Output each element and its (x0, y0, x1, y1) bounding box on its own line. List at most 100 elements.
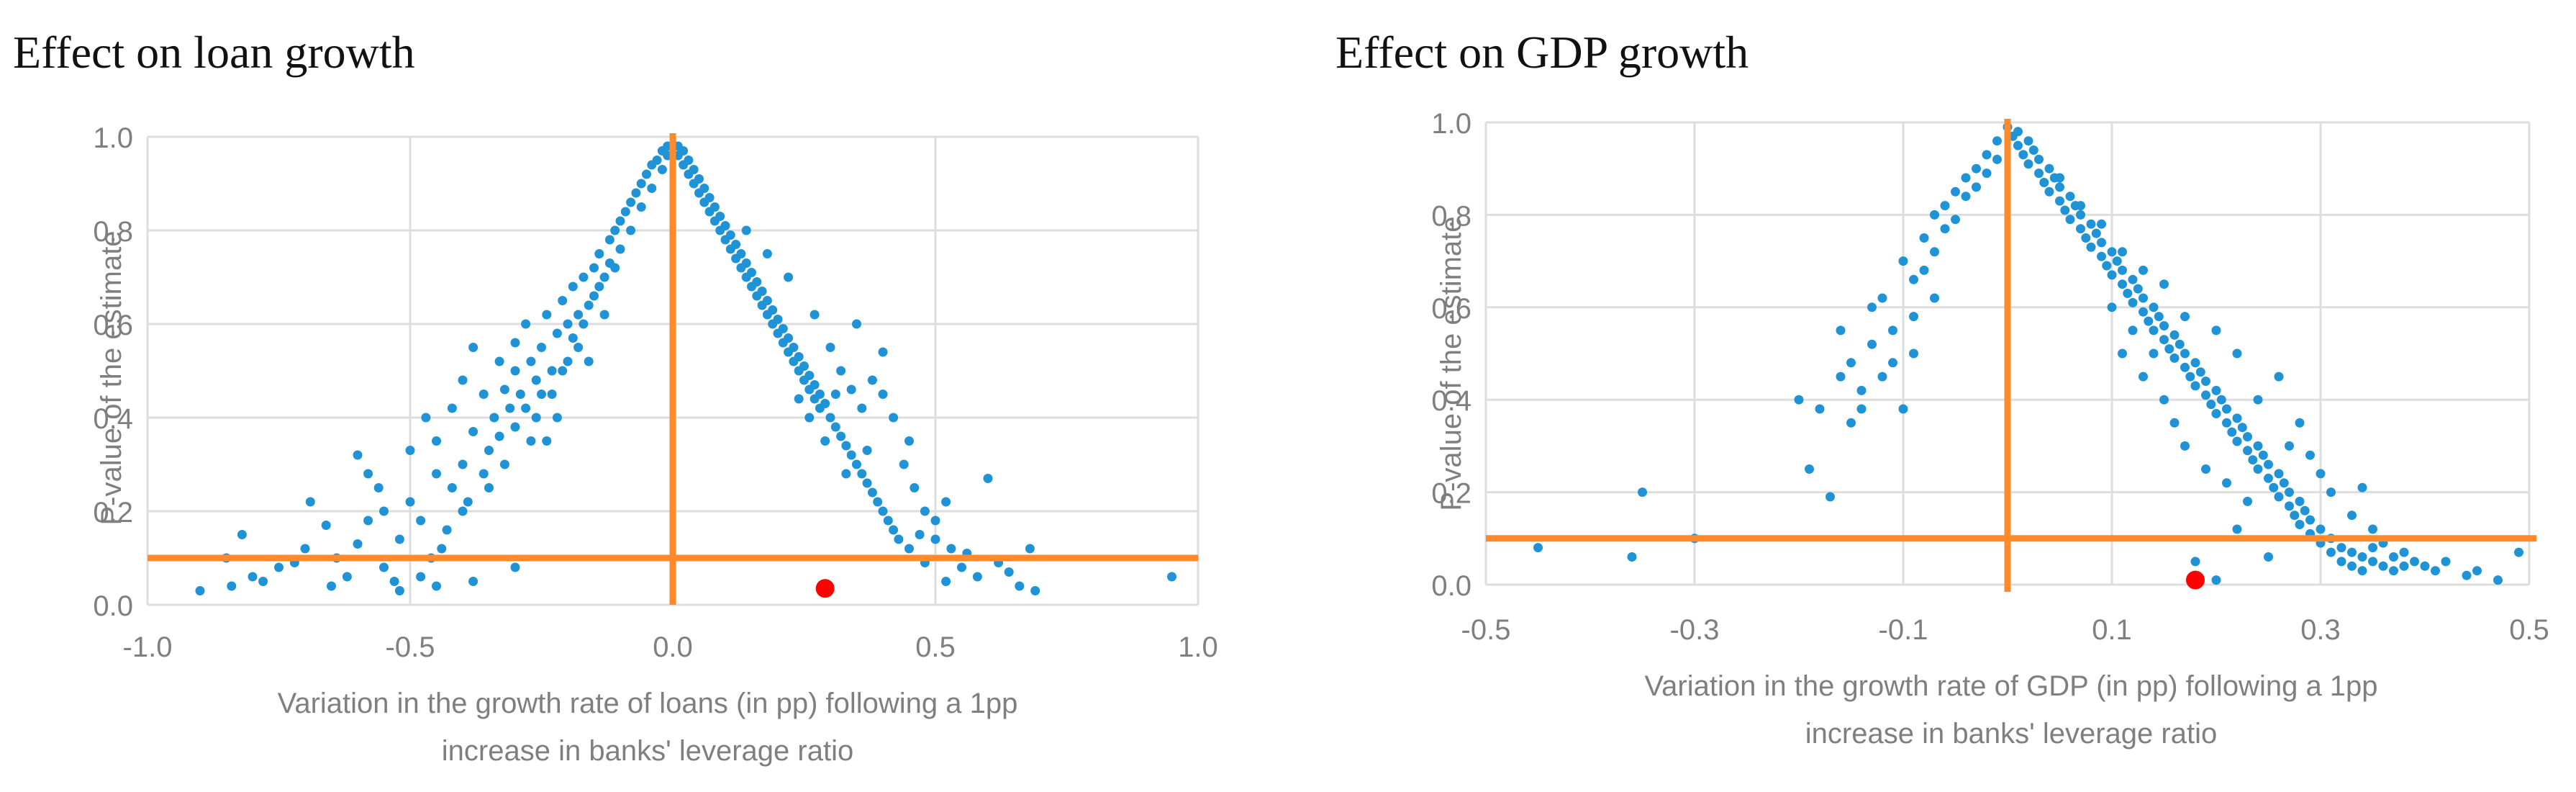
loan-data-point (736, 249, 746, 258)
loan-data-point (526, 436, 536, 446)
gdp-data-point (2378, 561, 2388, 571)
gdp-data-point (2227, 427, 2237, 437)
loan-data-point (379, 562, 389, 572)
gdp-data-point (1909, 274, 1918, 284)
gdp-data-point (2243, 496, 2252, 506)
gdp-data-point (2013, 140, 2023, 150)
gdp-data-point (2174, 339, 2185, 349)
gdp-data-point (2316, 469, 2326, 479)
loan-data-point (704, 193, 715, 202)
gdp-data-point (2013, 127, 2023, 137)
loan-data-point (405, 446, 415, 455)
loan-x-tick-label: 1.0 (1178, 631, 1218, 663)
gdp-data-point (2201, 377, 2210, 386)
loan-data-point (972, 572, 982, 582)
loan-data-point (499, 384, 509, 395)
gdp-data-point (2180, 362, 2190, 372)
loan-data-point (857, 403, 867, 413)
loan-data-point (405, 497, 415, 507)
gdp-data-point (2232, 413, 2242, 423)
loan-data-point (862, 478, 872, 488)
gdp-data-point (2472, 566, 2482, 576)
loan-data-point (752, 277, 762, 287)
gdp-data-point (2232, 436, 2242, 446)
gdp-data-point (2149, 348, 2159, 359)
gdp-highlight-point (2186, 570, 2205, 590)
loan-data-point (484, 446, 494, 455)
gdp-data-point (2295, 418, 2305, 428)
gdp-data-point (1961, 173, 1971, 183)
gdp-data-point (2279, 478, 2289, 488)
loan-x-axis-label: Variation in the growth rate of loans (i… (278, 688, 1018, 767)
loan-data-point (458, 459, 468, 469)
loan-data-point (689, 165, 699, 174)
gdp-data-point (1951, 215, 1960, 225)
loan-data-point (589, 263, 599, 273)
loan-data-point (321, 521, 331, 530)
loan-data-point (447, 483, 457, 492)
loan-y-axis-label: P-value of the estimate (96, 230, 127, 525)
loan-data-point (762, 249, 772, 258)
loan-data-point (248, 572, 258, 582)
gdp-data-point (1961, 192, 1971, 202)
gdp-x-tick-label: -0.1 (1879, 614, 1928, 646)
gdp-data-point (1826, 492, 1835, 502)
gdp-data-point (2389, 566, 2398, 576)
gdp-data-point (2076, 224, 2085, 234)
loan-data-point (573, 343, 584, 352)
loan-data-point (741, 225, 751, 235)
loan-data-point (468, 577, 479, 586)
gdp-data-point (2086, 219, 2096, 229)
gdp-data-point (2462, 570, 2472, 580)
gdp-data-point (2410, 557, 2419, 567)
gdp-data-point (2274, 492, 2284, 502)
gdp-y-tick-labels: 0.0 0.2 0.4 0.6 0.8 1.0 (1431, 108, 1471, 602)
gdp-data-point (2159, 321, 2169, 330)
gdp-data-point (2274, 372, 2284, 382)
loan-x-axis-label-line: increase in banks' leverage ratio (442, 735, 853, 767)
loan-data-point (809, 310, 820, 320)
gdp-x-tick-label: -0.5 (1461, 614, 1511, 646)
gdp-data-point (2368, 524, 2377, 534)
gdp-data-point (2097, 238, 2106, 248)
gdp-data-point (2326, 487, 2336, 498)
gdp-data-point (1982, 150, 1992, 160)
loan-data-point (725, 230, 735, 240)
gdp-data-point (2180, 312, 2190, 322)
loan-data-point (762, 296, 772, 305)
gdp-data-point (2222, 404, 2231, 414)
gdp-data-point (2232, 524, 2242, 534)
loan-data-point (830, 422, 840, 432)
gdp-data-point (2248, 455, 2258, 465)
loan-data-point (342, 572, 352, 582)
loan-data-point (547, 390, 557, 399)
loan-scatter-points (195, 141, 1176, 595)
gdp-data-point (2139, 307, 2148, 317)
gdp-data-point (1627, 552, 1637, 562)
gdp-y-tick-label: 0.0 (1431, 570, 1471, 602)
gdp-data-point (2118, 247, 2127, 257)
loan-data-point (873, 497, 883, 507)
loan-data-point (794, 352, 804, 361)
gdp-data-point (1856, 404, 1867, 414)
gdp-data-point (1533, 543, 1543, 553)
loan-x-tick-label: 0.5 (915, 631, 956, 663)
loan-data-point (867, 375, 877, 385)
loan-data-point (862, 446, 872, 455)
loan-data-point (694, 174, 704, 184)
gdp-chart-title: Effect on GDP growth (1335, 27, 1749, 78)
loan-data-point (579, 319, 589, 329)
loan-data-point (652, 156, 662, 165)
gdp-data-point (1638, 487, 1647, 498)
loan-data-point (421, 413, 431, 423)
gdp-x-tick-label: -0.3 (1670, 614, 1720, 646)
gdp-scatter-points (1533, 122, 2523, 585)
loan-data-point (941, 497, 951, 507)
gdp-data-point (1856, 385, 1867, 395)
loan-data-point (731, 240, 741, 249)
loan-highlight-point (815, 579, 835, 598)
gdp-data-point (2149, 325, 2159, 336)
loan-data-point (825, 343, 835, 352)
gdp-x-axis-label-line: increase in banks' leverage ratio (1805, 718, 2217, 750)
loan-data-point (542, 310, 552, 320)
